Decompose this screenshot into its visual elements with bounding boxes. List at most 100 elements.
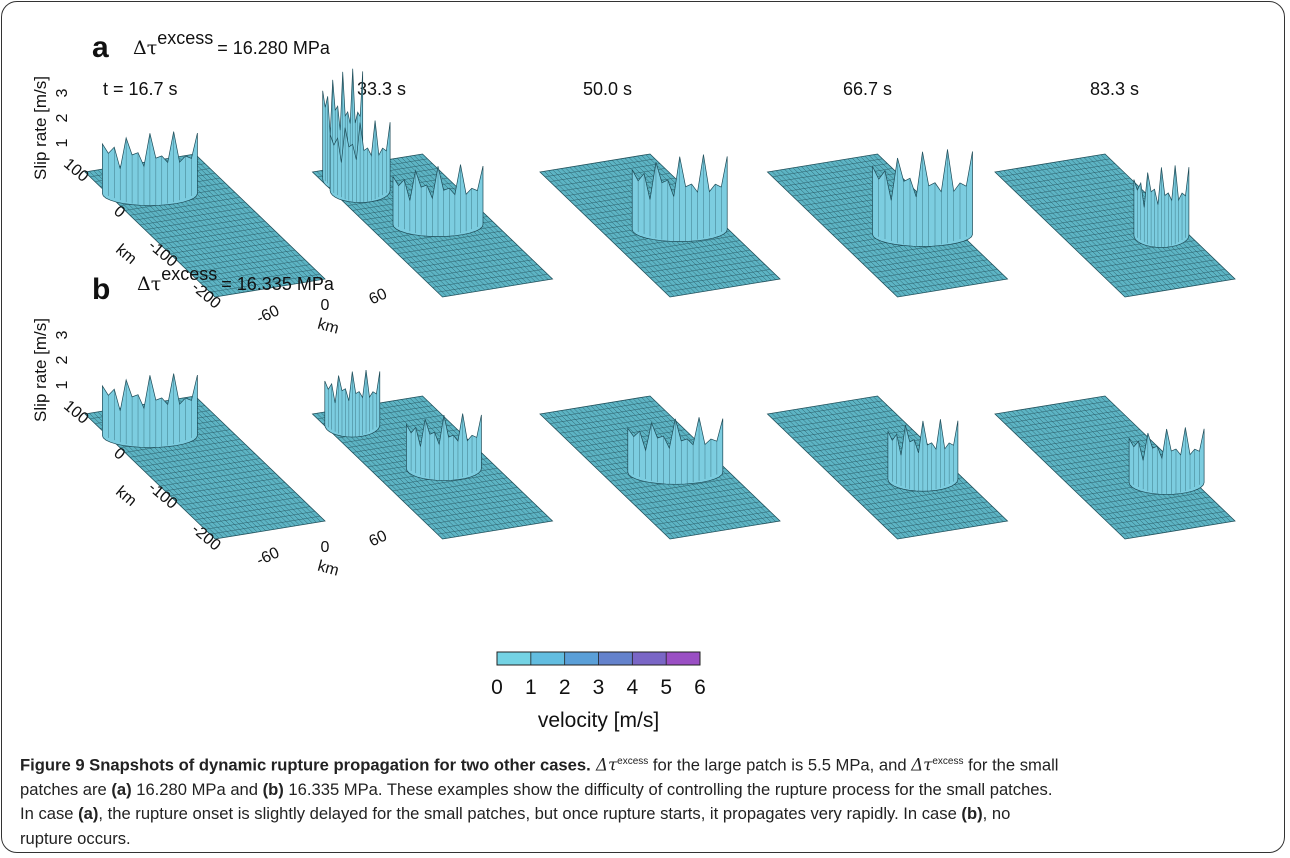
mesh-line <box>867 491 978 511</box>
colorbar-segment <box>530 652 565 665</box>
panel-label: b <box>92 273 110 306</box>
mesh-line <box>877 259 988 279</box>
z-axis-label: Slip rate [m/s] <box>31 318 50 422</box>
mesh-line <box>397 235 508 254</box>
mesh-line <box>654 264 766 283</box>
x-tick-label: 100 <box>60 155 91 185</box>
z-tick-label: 3 <box>54 330 71 339</box>
mesh-line <box>397 477 508 496</box>
caption-text: for the large patch is 5.5 MPa, and <box>648 755 912 775</box>
mesh-line <box>659 511 771 530</box>
mesh-line <box>1109 264 1221 283</box>
caption-text: (b) <box>262 779 284 799</box>
mesh-line <box>154 221 266 240</box>
mesh-line <box>1119 515 1231 535</box>
mesh-line <box>159 467 271 487</box>
mesh-line <box>427 506 538 525</box>
mesh-line <box>407 487 518 506</box>
colorbar-tick-label: 2 <box>559 676 571 699</box>
mesh-line <box>892 515 1003 535</box>
caption: Figure 9 Snapshots of dynamic rupture pr… <box>20 750 1058 851</box>
mesh-line <box>1094 491 1206 511</box>
mesh-line <box>194 501 306 521</box>
surface-panel <box>311 369 554 540</box>
panel-equation: Δτexcess = 16.335 MPa <box>137 264 335 295</box>
z-tick-label: 1 <box>54 138 71 147</box>
time-label: 50.0 s <box>583 79 632 99</box>
mesh-line <box>169 477 281 496</box>
mesh-line <box>882 264 993 283</box>
mesh-line <box>432 269 543 288</box>
y-tick-label: -60 <box>254 544 282 569</box>
mesh-line <box>634 245 746 264</box>
caption-text: , no <box>982 804 1011 824</box>
caption-title: Figure 9 Snapshots of dynamic rupture pr… <box>20 755 591 775</box>
x-tick-label: 100 <box>60 397 91 427</box>
panel-equation: Δτexcess = 16.280 MPa <box>133 28 331 59</box>
colorbar-segment <box>564 652 599 665</box>
mesh-line <box>182 155 313 282</box>
colorbar-segment <box>598 652 633 665</box>
caption-text: 16.335 MPa. These examples show the diff… <box>283 779 1053 799</box>
colorbar-segment <box>666 652 700 665</box>
x-unit-label: km <box>112 241 139 268</box>
caption-text: rupture occurs. <box>20 828 131 848</box>
time-label: t = 16.7 s <box>103 79 178 99</box>
z-tick-label: 2 <box>54 355 71 364</box>
mesh-line <box>1094 249 1206 269</box>
mesh-line <box>1066 160 1198 286</box>
mesh-line <box>189 496 301 516</box>
mesh-line <box>184 491 296 511</box>
mesh-line <box>186 155 317 281</box>
x-tick-label: 0 <box>110 445 128 464</box>
y-tick-label: 60 <box>366 285 389 308</box>
y-tick-label: 0 <box>321 539 330 556</box>
mesh-line <box>862 487 973 506</box>
mesh-line <box>149 458 261 477</box>
caption-text: Δτ <box>590 755 618 775</box>
mesh-line <box>1058 161 1189 287</box>
y-tick-label: 60 <box>366 527 389 550</box>
mesh-line <box>182 397 313 524</box>
mesh-line <box>1058 403 1189 529</box>
colorbar-segment <box>497 652 531 665</box>
mesh-line <box>1099 496 1211 516</box>
y-unit-label: km <box>316 316 341 338</box>
caption-text: (a) <box>111 779 132 799</box>
mesh-line <box>1054 162 1185 288</box>
z-tick-label: 2 <box>54 113 71 122</box>
mesh-line <box>392 472 503 492</box>
caption-text: for the small <box>963 755 1059 775</box>
mesh-line <box>1119 273 1231 293</box>
caption-text: 16.280 MPa and <box>131 779 263 799</box>
mesh-line <box>639 491 751 511</box>
panel-label: a <box>92 31 109 64</box>
mesh-line <box>887 269 998 288</box>
mesh-line <box>204 511 316 530</box>
mesh-line <box>159 225 271 245</box>
mesh-line <box>654 506 766 525</box>
mesh-line <box>634 487 746 506</box>
mesh-line <box>164 472 276 492</box>
time-label: 66.7 s <box>843 79 892 99</box>
surface-panel <box>539 153 781 298</box>
mesh-line <box>649 501 761 521</box>
mesh-line <box>1062 160 1193 287</box>
mesh-line <box>1109 506 1221 525</box>
mesh-line <box>412 491 523 511</box>
mesh-line <box>649 259 761 279</box>
equation-value: = 16.280 MPa <box>217 38 331 58</box>
mesh-line <box>177 398 309 524</box>
mesh-line <box>664 273 776 293</box>
mesh-line <box>427 264 538 283</box>
mesh-line <box>422 501 533 521</box>
surface-panel <box>994 395 1236 540</box>
mesh-line <box>402 240 513 259</box>
mesh-line <box>190 396 321 522</box>
delta-symbol: Δτ <box>133 37 157 59</box>
colorbar-tick-label: 6 <box>694 676 706 699</box>
mesh-line <box>867 249 978 269</box>
mesh-line <box>190 154 321 280</box>
mesh-line <box>169 235 281 254</box>
caption-text: (b) <box>961 804 983 824</box>
